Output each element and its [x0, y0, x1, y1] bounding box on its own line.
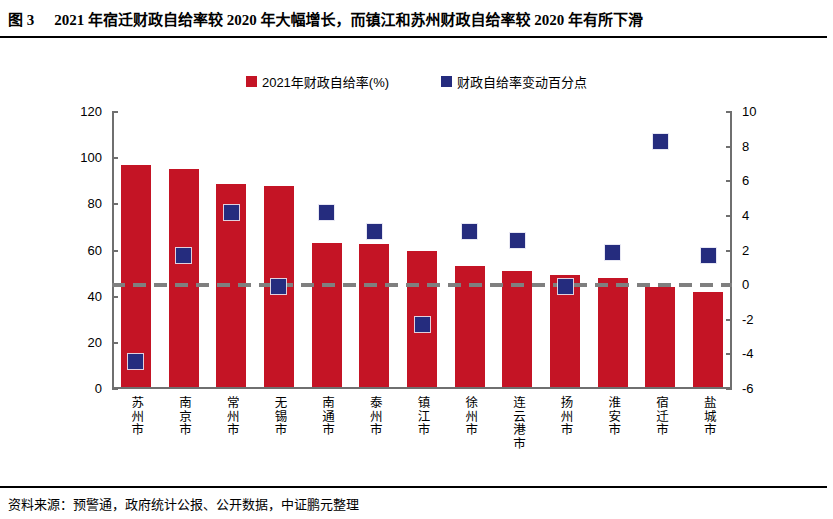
change-point-镇江市 [415, 317, 430, 332]
left-axis-tick-label: 0 [38, 381, 102, 397]
x-axis-line [112, 387, 732, 389]
right-axis-labels: -6-4-20246810 [742, 112, 784, 389]
left-axis-tick-label: 20 [38, 335, 102, 351]
legend-label-point-series: 财政自给率变动百分点 [457, 72, 587, 91]
left-axis-tick-label: 100 [38, 150, 102, 166]
change-point-泰州市 [367, 224, 382, 239]
bar-南通市 [312, 243, 342, 387]
left-axis-tick [112, 342, 118, 344]
change-point-盐城市 [701, 248, 716, 263]
right-axis-tick-label: 10 [742, 104, 784, 120]
figure-label: 图 3 [8, 12, 34, 28]
x-axis-label-淮安市: 淮安市 [605, 396, 620, 437]
bar-宿迁市 [645, 287, 675, 387]
left-axis-tick [112, 203, 118, 205]
left-axis-tick [112, 157, 118, 159]
bar-连云港市 [502, 271, 532, 387]
right-axis-tick [726, 250, 732, 252]
right-axis-tick-label: 2 [742, 243, 784, 259]
x-axis-label-苏州市: 苏州市 [128, 396, 143, 437]
left-axis-tick-label: 80 [38, 196, 102, 212]
bar-盐城市 [693, 292, 723, 387]
change-point-南京市 [176, 248, 191, 263]
left-axis-tick [112, 250, 118, 252]
left-axis-tick-label: 60 [38, 243, 102, 259]
right-axis-tick-label: -4 [742, 346, 784, 362]
right-axis-tick [726, 146, 732, 148]
x-axis-label-无锡市: 无锡市 [271, 396, 286, 437]
right-axis-tick [726, 215, 732, 217]
left-axis-tick [112, 296, 118, 298]
bar-南京市 [169, 169, 199, 387]
legend-swatch-red-icon [246, 76, 257, 87]
left-axis-tick-label: 120 [38, 104, 102, 120]
report-page: 图 3 2021 年宿迁财政自给率较 2020 年大幅增长，而镇江和苏州财政自给率… [0, 0, 833, 519]
change-point-徐州市 [462, 224, 477, 239]
right-axis-tick [726, 319, 732, 321]
x-axis-label-扬州市: 扬州市 [558, 396, 573, 437]
change-point-连云港市 [510, 233, 525, 248]
x-axis-label-徐州市: 徐州市 [462, 396, 477, 437]
left-axis-tick [112, 111, 118, 113]
right-axis-tick-label: 4 [742, 208, 784, 224]
right-axis-tick-label: 6 [742, 173, 784, 189]
change-point-常州市 [224, 205, 239, 220]
x-axis-label-盐城市: 盐城市 [701, 396, 716, 437]
legend-item-bar-series: 2021年财政自给率(%) [246, 72, 389, 91]
chart-legend: 2021年财政自给率(%) 财政自给率变动百分点 [0, 72, 833, 91]
change-point-南通市 [319, 205, 334, 220]
figure-title: 图 3 2021 年宿迁财政自给率较 2020 年大幅增长，而镇江和苏州财政自给率… [8, 8, 643, 29]
change-point-淮安市 [605, 245, 620, 260]
legend-item-point-series: 财政自给率变动百分点 [441, 72, 587, 91]
x-axis-label-泰州市: 泰州市 [367, 396, 382, 437]
source-note: 资料来源：预警通，政府统计公报、公开数据，中证鹏元整理 [8, 494, 359, 513]
bar-淮安市 [598, 278, 628, 387]
x-axis-labels: 苏州市 南京市 常州市 无锡市 南通市 泰州市 镇江市 徐州市 连云港市 扬州市 淮安市 宿迁市 盐城市 [112, 396, 732, 466]
title-divider-line [0, 36, 827, 38]
left-axis-tick [112, 388, 118, 390]
x-axis-label-连云港市: 连云港市 [510, 396, 525, 450]
change-point-苏州市 [128, 354, 143, 369]
left-axis-tick-label: 40 [38, 289, 102, 305]
change-point-宿迁市 [653, 134, 668, 149]
x-axis-label-南通市: 南通市 [319, 396, 334, 437]
right-axis-tick [726, 180, 732, 182]
legend-swatch-blue-icon [441, 76, 452, 87]
left-axis-labels: 020406080100120 [38, 112, 102, 389]
change-point-无锡市 [271, 279, 286, 294]
right-axis-tick [726, 388, 732, 390]
right-axis-tick-label: 0 [742, 277, 784, 293]
bar-泰州市 [359, 244, 389, 387]
x-axis-label-宿迁市: 宿迁市 [653, 396, 668, 437]
legend-label-bar-series: 2021年财政自给率(%) [262, 72, 389, 91]
x-axis-label-镇江市: 镇江市 [415, 396, 430, 437]
x-axis-label-南京市: 南京市 [176, 396, 191, 437]
footer-divider-line [0, 486, 827, 488]
right-axis-tick [726, 353, 732, 355]
plot-area [112, 112, 732, 389]
right-axis-tick-label: -2 [742, 312, 784, 328]
right-axis-tick-label: -6 [742, 381, 784, 397]
x-axis-label-常州市: 常州市 [224, 396, 239, 437]
right-axis-tick [726, 111, 732, 113]
figure-title-text: 2021 年宿迁财政自给率较 2020 年大幅增长，而镇江和苏州财政自给率较 2… [54, 12, 643, 28]
change-point-扬州市 [558, 279, 573, 294]
zero-dashed-line [112, 283, 732, 287]
right-axis-tick-label: 8 [742, 139, 784, 155]
